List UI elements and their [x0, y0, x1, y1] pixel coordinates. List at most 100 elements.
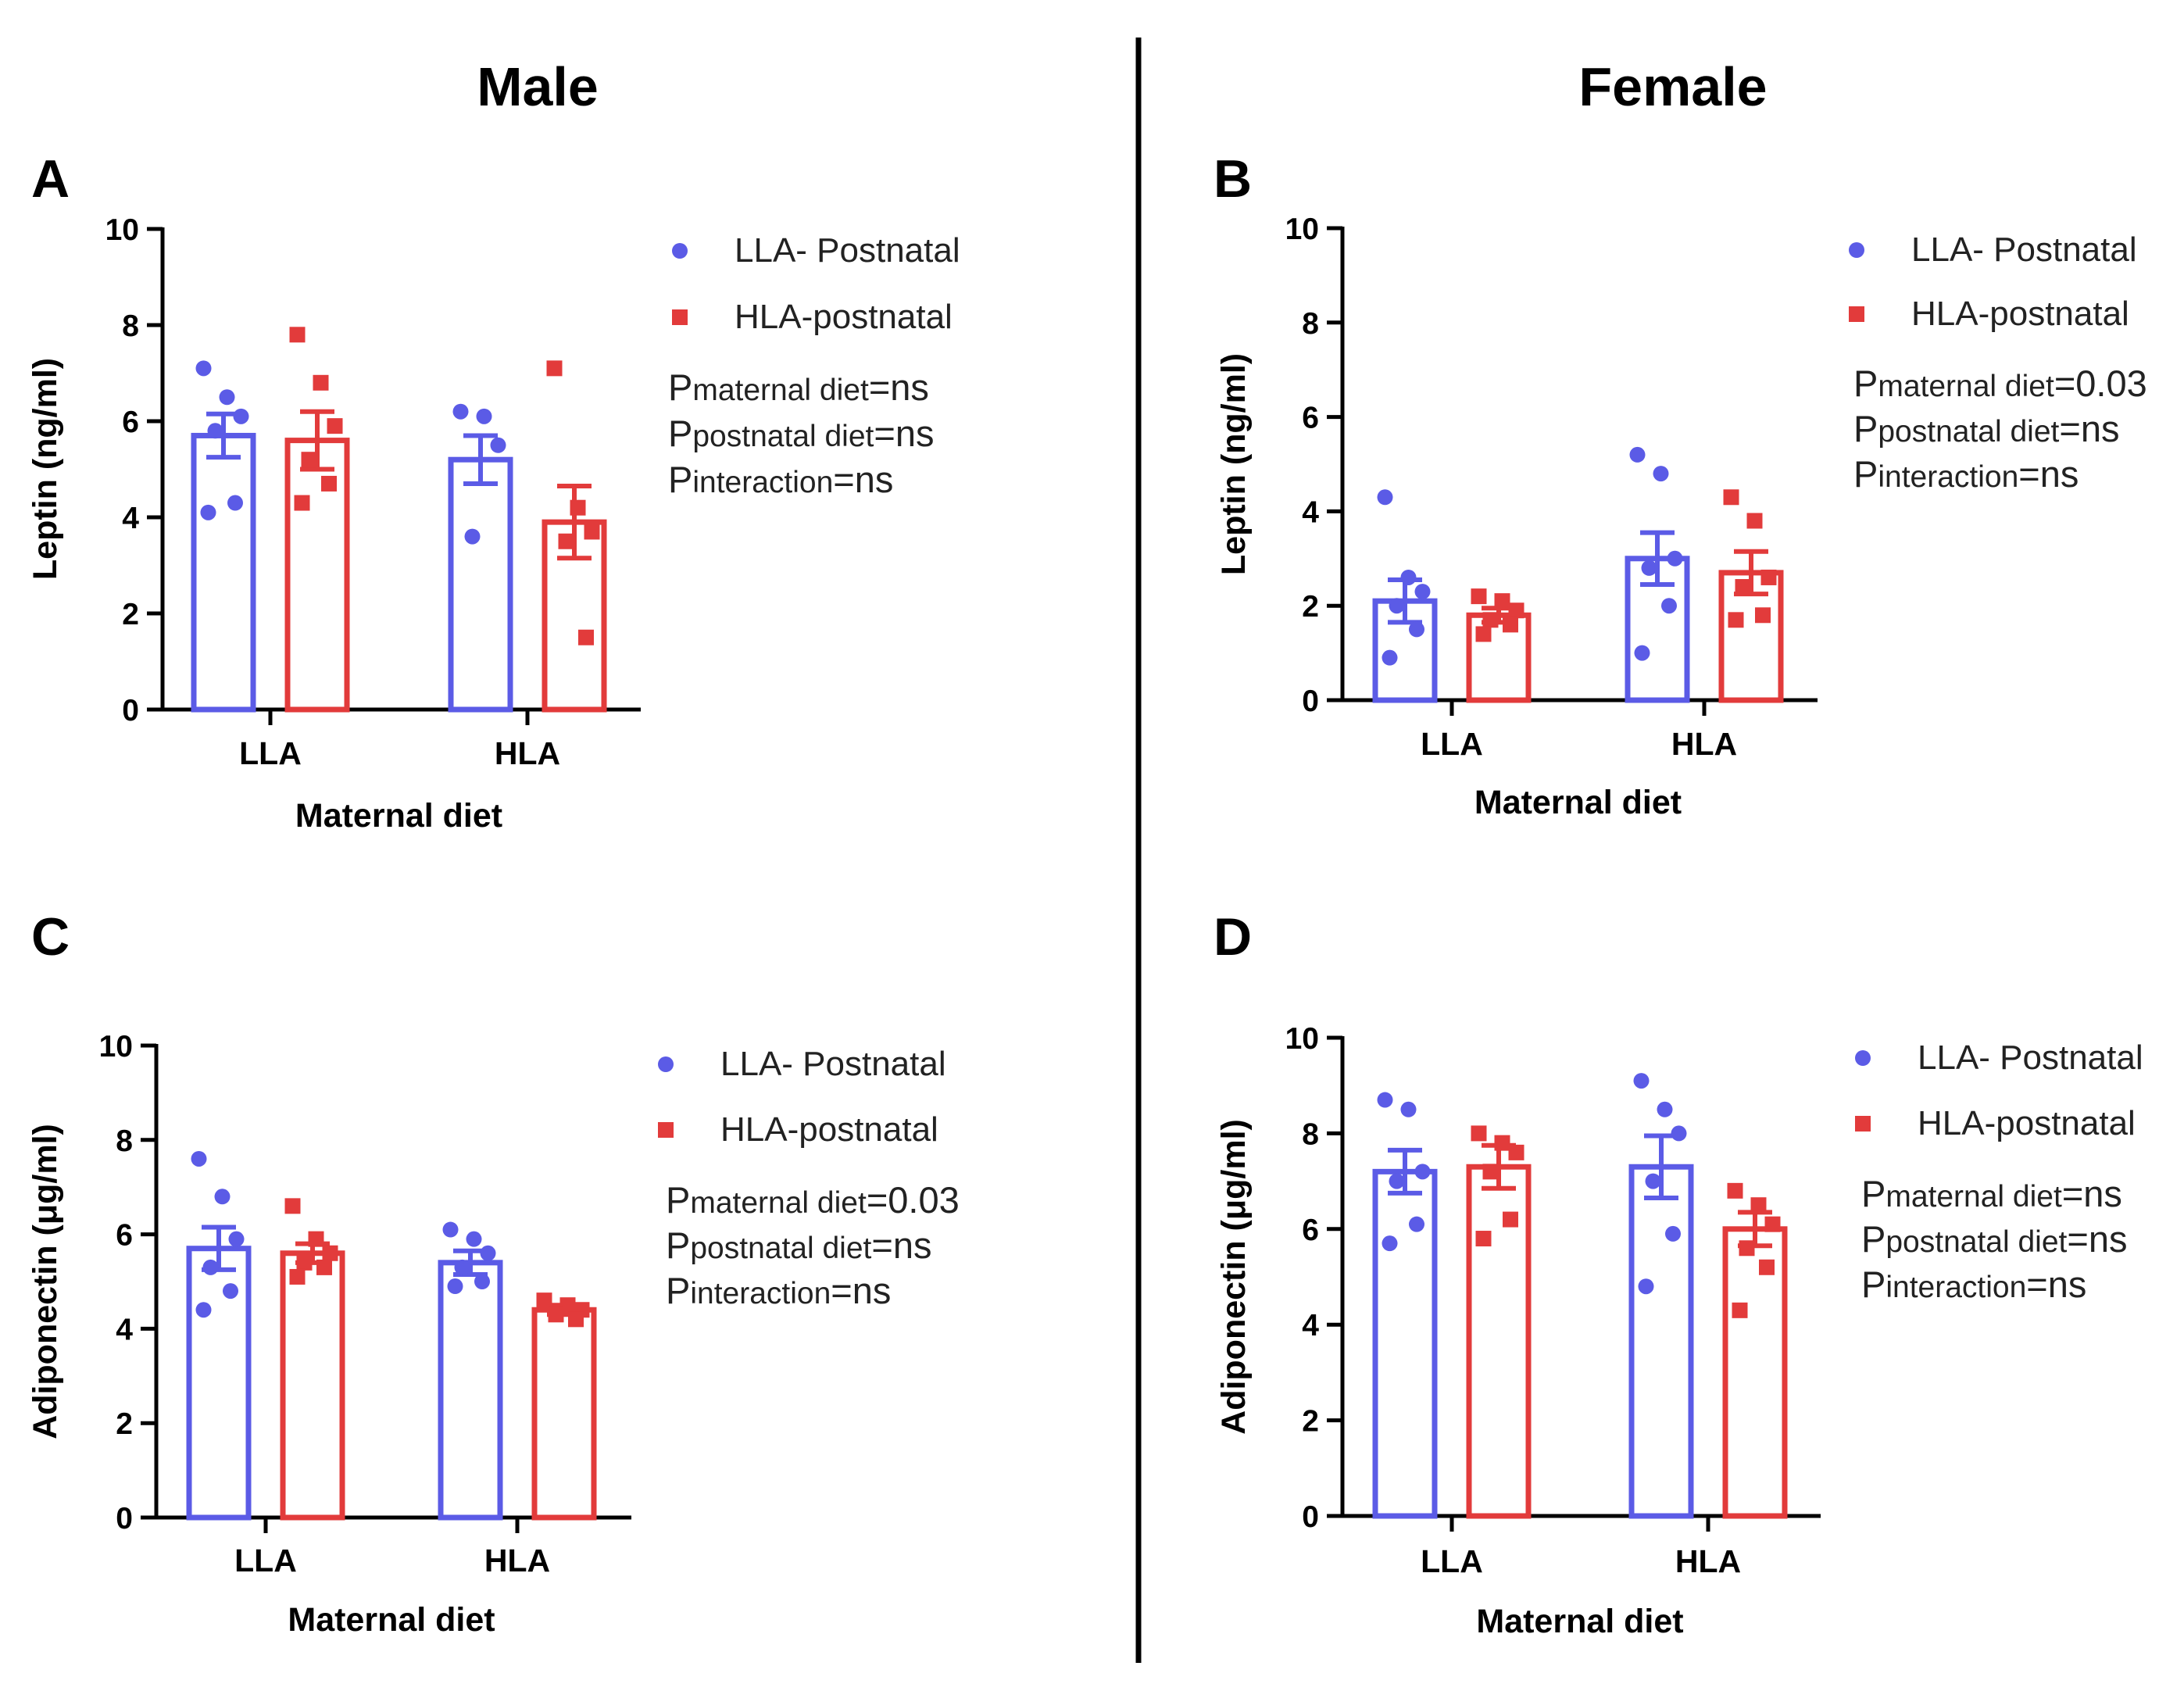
y-tick-label: 8 [1302, 307, 1319, 341]
legend-marker-circle [672, 243, 688, 259]
data-point [1494, 1135, 1510, 1151]
x-tick-label: LLA [234, 1543, 297, 1578]
legend-label: HLA-postnatal [1918, 1104, 2136, 1142]
data-point [548, 1307, 564, 1323]
data-point [228, 1231, 245, 1247]
data-point [1377, 1092, 1393, 1108]
x-tick-label: HLA [495, 735, 560, 771]
stat-value: =ns [2026, 1264, 2086, 1305]
x-tick-label: HLA [1671, 726, 1737, 762]
panel-letter: B [1214, 149, 1252, 209]
x-tick-label: LLA [239, 735, 302, 771]
y-tick-label: 6 [1302, 402, 1319, 435]
bar [1628, 1164, 1694, 1519]
stat-p: P [1853, 408, 1878, 449]
y-tick-label: 2 [1302, 590, 1319, 624]
x-axis-title: Maternal diet [1474, 784, 1682, 821]
stat-subscript: maternal diet [690, 1186, 867, 1220]
y-tick-label: 10 [105, 213, 139, 247]
x-tick-label: HLA [1675, 1543, 1741, 1579]
bar [448, 456, 513, 713]
stat-p: P [666, 1224, 690, 1266]
bar [1722, 1226, 1788, 1519]
data-point [1634, 645, 1650, 661]
stat-p: P [666, 1270, 690, 1311]
data-point [1727, 1182, 1743, 1199]
data-point [200, 504, 216, 520]
data-point [447, 1278, 463, 1295]
data-point [1633, 1073, 1650, 1089]
data-point [214, 1189, 231, 1205]
stat-p: P [666, 1179, 690, 1221]
bar [531, 1307, 597, 1521]
data-point [1471, 588, 1487, 605]
data-point [570, 499, 586, 516]
legend-marker-square [1855, 1116, 1871, 1132]
x-tick-label: HLA [484, 1543, 550, 1578]
bar [191, 432, 256, 713]
stat-value: =ns [831, 1270, 891, 1311]
data-point [466, 1231, 482, 1247]
data-point [1508, 602, 1525, 619]
stat-line: Pinteraction=ns [666, 1270, 891, 1311]
data-point [1645, 1173, 1661, 1189]
data-point [284, 1198, 301, 1214]
y-tick-label: 4 [1302, 495, 1319, 529]
legend-label: HLA-postnatal [720, 1110, 938, 1149]
data-point [1629, 446, 1646, 463]
series-hla-postnatal [1466, 1125, 1788, 1519]
stat-value: =ns [833, 459, 893, 500]
y-axis-title: Leptin (ng/ml) [27, 358, 64, 580]
data-point [1482, 612, 1499, 628]
data-point [454, 1259, 470, 1275]
stat-value: =ns [2018, 453, 2079, 495]
stat-p: P [1861, 1264, 1886, 1305]
stat-p: P [1861, 1218, 1886, 1260]
y-tick-label: 8 [116, 1124, 133, 1158]
data-point [321, 475, 337, 492]
data-point [202, 1259, 219, 1275]
y-axis-title: Adiponectin (μg/ml) [1215, 1119, 1253, 1435]
y-tick-label: 4 [1302, 1309, 1319, 1342]
data-point [1414, 1164, 1431, 1180]
legend-marker-circle [1849, 242, 1864, 258]
data-point [294, 495, 310, 511]
y-tick-label: 8 [122, 309, 139, 343]
stat-value: =ns [874, 413, 934, 454]
y-tick-label: 0 [116, 1502, 133, 1535]
stat-line: Ppostnatal diet=ns [666, 1224, 931, 1266]
bar [1372, 1168, 1438, 1519]
stat-line: Pinteraction=ns [1853, 453, 2079, 495]
panel-letter: C [31, 907, 70, 967]
bar [438, 1260, 503, 1521]
data-point [1494, 593, 1510, 610]
bar [186, 1246, 252, 1521]
data-point [1667, 550, 1683, 567]
data-point [289, 327, 306, 343]
y-tick-label: 10 [1285, 213, 1319, 246]
panel-a: A 0 2 4 6 8 10 Leptin (ng/ml) LLA HLA Maternal die… [27, 149, 960, 835]
bar [284, 438, 350, 713]
data-point [442, 1221, 459, 1238]
data-point [316, 1259, 332, 1275]
legend-marker-square [658, 1122, 674, 1138]
data-point [1482, 1164, 1499, 1180]
data-point [474, 1274, 490, 1289]
series-lla-postnatal [191, 360, 513, 713]
y-axis-title: Leptin (ng/ml) [1215, 353, 1253, 575]
stat-subscript: maternal diet [1886, 1180, 2062, 1214]
y-tick-label: 0 [1302, 1500, 1319, 1534]
data-point [490, 437, 506, 453]
series-hla-postnatal [1466, 489, 1784, 703]
data-point [1471, 1125, 1487, 1142]
data-point [1746, 513, 1763, 529]
data-point [1508, 1144, 1525, 1160]
stat-line: Pmaternal diet=ns [668, 366, 929, 408]
y-tick-label: 4 [122, 502, 139, 535]
stat-p: P [1853, 363, 1878, 404]
stat-value: =ns [2067, 1218, 2127, 1260]
stat-value: =ns [2059, 408, 2119, 449]
data-point [1409, 621, 1424, 638]
data-point [1377, 489, 1393, 506]
